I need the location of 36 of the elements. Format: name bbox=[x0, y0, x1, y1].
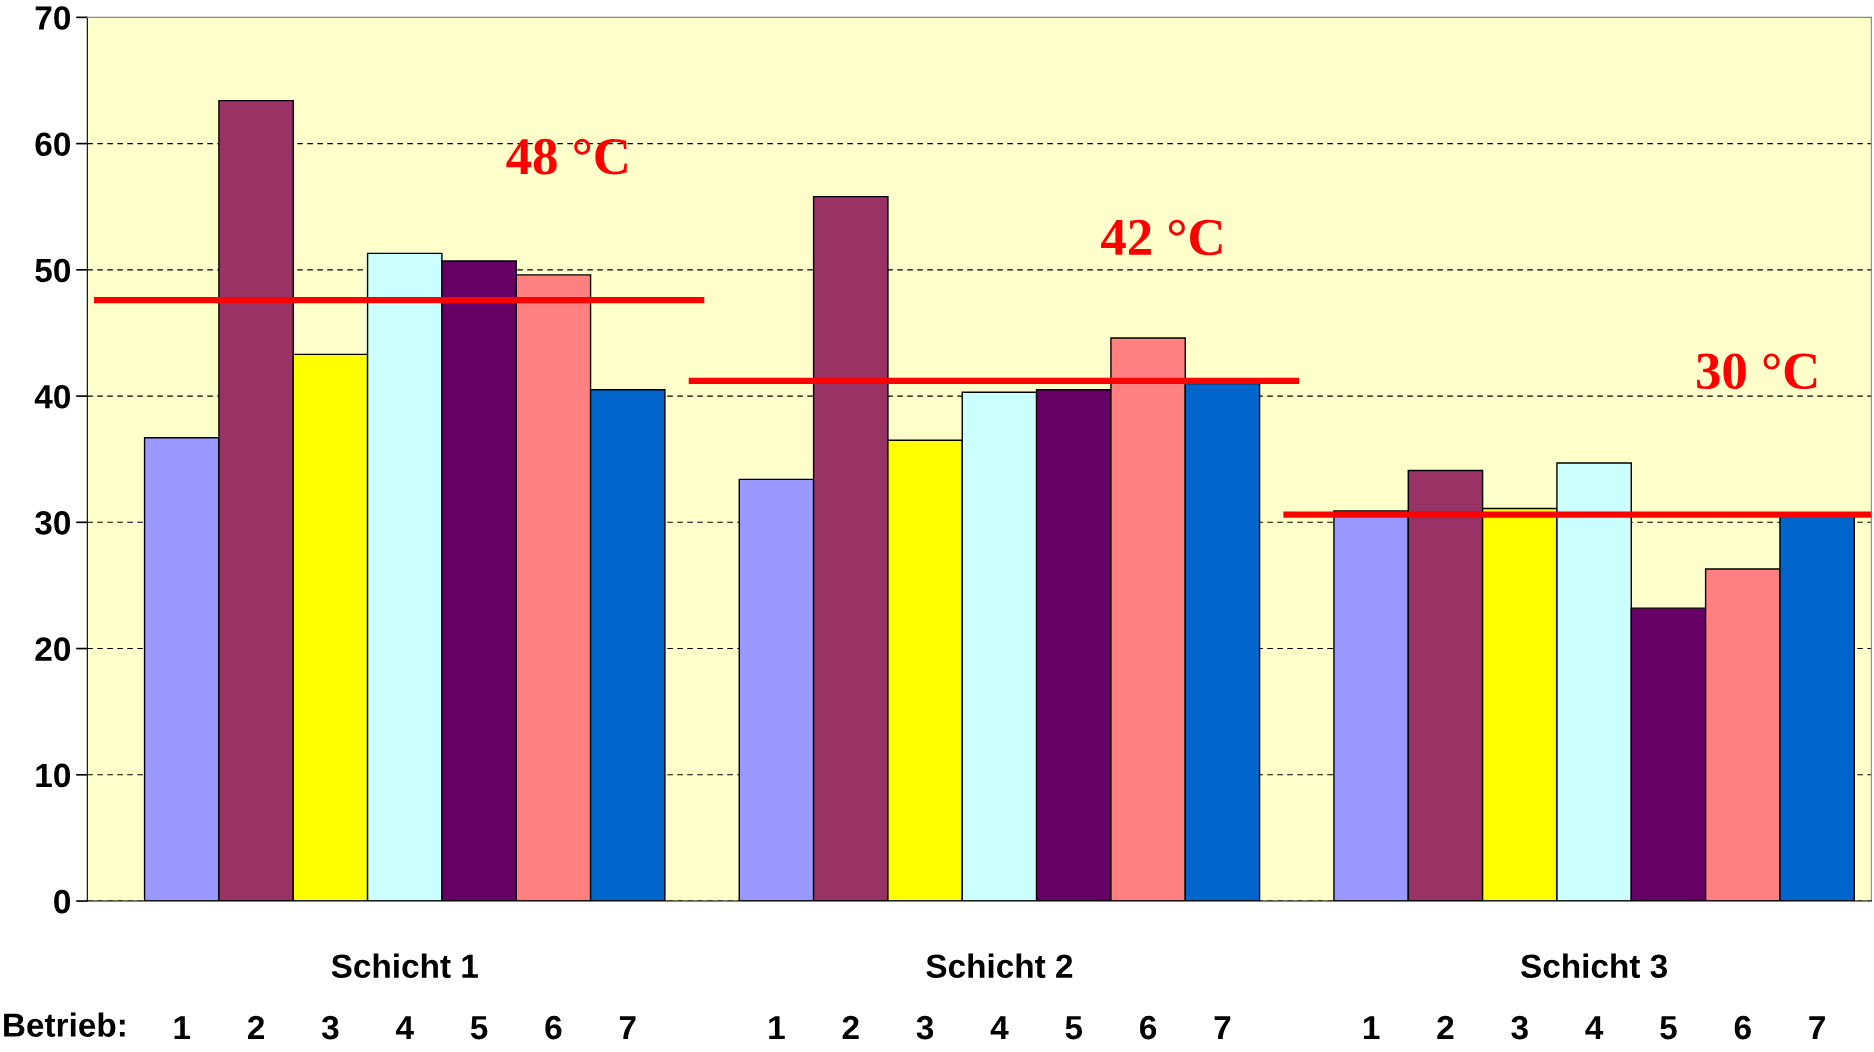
x-tick-label: 5 bbox=[470, 1016, 488, 1040]
x-tick-label: 4 bbox=[1585, 1016, 1604, 1040]
x-tick-label: 7 bbox=[1809, 1016, 1825, 1040]
y-tick-label: 40 bbox=[34, 384, 70, 409]
x-tick-label: 1 bbox=[1363, 1016, 1380, 1040]
y-tick-label: 10 bbox=[36, 763, 70, 788]
text: Schicht 3 bbox=[1520, 953, 1667, 979]
x-tick-label: 1 bbox=[174, 1016, 191, 1040]
y-tick-label: 70 bbox=[35, 6, 70, 30]
y-tick-label: 30 bbox=[35, 511, 70, 535]
x-tick-label: 5 bbox=[1065, 1016, 1083, 1040]
x-tick-label: 4 bbox=[395, 1016, 414, 1040]
x-tick-label: 1 bbox=[769, 1016, 785, 1040]
y-tick-label: 0 bbox=[54, 889, 70, 914]
x-tick-label: 7 bbox=[619, 1016, 636, 1040]
x-tick-label: 3 bbox=[1511, 1015, 1528, 1040]
x-tick-label: 5 bbox=[1660, 1016, 1677, 1040]
x-tick-label: 6 bbox=[545, 1015, 562, 1040]
ref-line-label: 42 °C bbox=[1101, 219, 1222, 256]
x-tick-label: 7 bbox=[1214, 1016, 1231, 1040]
y-tick-label: 20 bbox=[35, 637, 70, 661]
x-axis-title: Betrieb: bbox=[4, 1012, 125, 1037]
x-tick-label: 2 bbox=[1437, 1015, 1454, 1040]
x-tick-label: 3 bbox=[916, 1015, 934, 1040]
x-tick-label: 6 bbox=[1734, 1015, 1751, 1040]
x-tick-label: 4 bbox=[990, 1016, 1009, 1040]
x-tick-label: 2 bbox=[842, 1015, 859, 1040]
text: Schicht 1 bbox=[331, 953, 478, 979]
ref-line-label: 48 °C bbox=[506, 138, 627, 175]
y-tick-label: 50 bbox=[35, 258, 70, 283]
x-tick-label: 3 bbox=[321, 1015, 339, 1040]
x-tick-label: 6 bbox=[1140, 1015, 1157, 1040]
x-tick-label: 2 bbox=[247, 1015, 264, 1040]
y-tick-label: 60 bbox=[35, 132, 70, 156]
text: Schicht 2 bbox=[926, 953, 1073, 979]
ref-line-label: 30 °C bbox=[1697, 353, 1817, 390]
